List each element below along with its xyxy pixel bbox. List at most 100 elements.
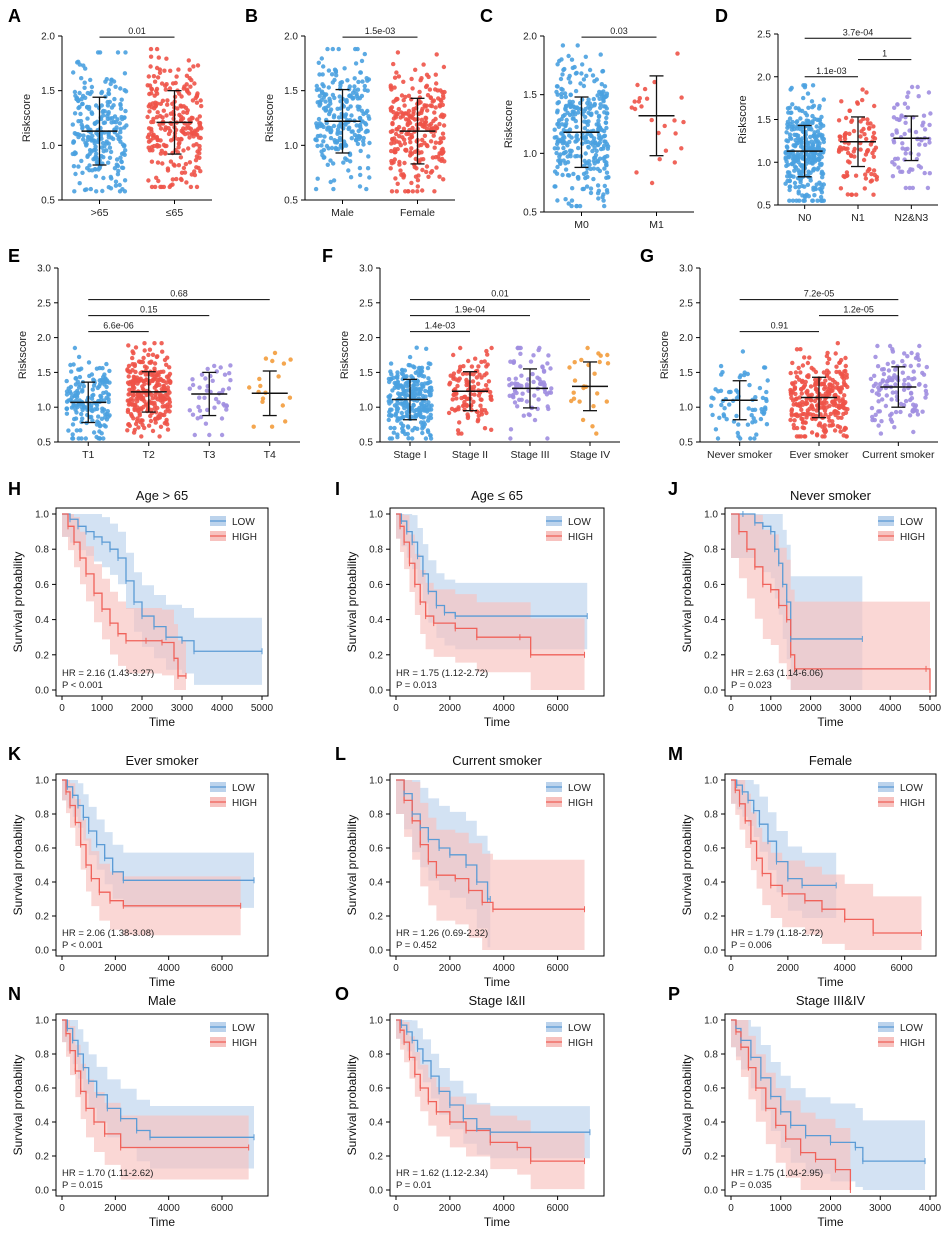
- data-point: [555, 101, 560, 106]
- data-point: [752, 407, 758, 412]
- data-point: [325, 125, 331, 130]
- data-point: [602, 95, 607, 100]
- data-point: [663, 148, 669, 153]
- data-point: [808, 157, 814, 162]
- data-point: [854, 192, 859, 197]
- data-point: [567, 365, 572, 370]
- data-point: [358, 70, 363, 75]
- data-point: [796, 189, 801, 194]
- data-point: [793, 412, 799, 417]
- data-point: [158, 126, 164, 131]
- data-point: [798, 347, 803, 352]
- data-point: [841, 380, 847, 385]
- data-point: [454, 396, 459, 401]
- data-point: [420, 188, 425, 193]
- data-point: [787, 187, 792, 193]
- data-point: [434, 52, 439, 57]
- data-point: [812, 398, 818, 404]
- data-point: [830, 422, 836, 428]
- data-point: [341, 126, 346, 131]
- data-point: [406, 93, 412, 99]
- data-point: [357, 134, 362, 139]
- y-tick-label: 1.5: [523, 90, 537, 101]
- data-point: [799, 170, 805, 175]
- data-point: [814, 386, 819, 392]
- data-point: [791, 402, 796, 407]
- data-point: [149, 159, 155, 164]
- data-point: [178, 155, 184, 160]
- data-point: [849, 118, 855, 123]
- data-point: [805, 360, 811, 366]
- data-point: [843, 355, 848, 361]
- data-point: [482, 373, 487, 378]
- data-point: [72, 416, 77, 422]
- data-point: [192, 81, 197, 86]
- data-point: [569, 203, 574, 209]
- data-point: [269, 424, 275, 429]
- data-point: [187, 135, 192, 140]
- x-tick-label: 2000: [439, 703, 462, 714]
- data-point: [203, 376, 208, 381]
- data-point: [870, 417, 875, 423]
- data-point: [89, 138, 94, 143]
- data-point: [572, 378, 578, 383]
- x-tick-label: N2&N3: [894, 212, 928, 224]
- data-point: [745, 371, 750, 377]
- data-point: [790, 398, 796, 403]
- data-point: [104, 113, 110, 119]
- data-point: [837, 404, 843, 409]
- data-point: [586, 145, 591, 150]
- data-point: [810, 119, 815, 124]
- data-point: [863, 176, 869, 181]
- data-point: [450, 397, 455, 402]
- data-point: [188, 84, 193, 89]
- data-point: [417, 386, 422, 392]
- panel-title: Stage I&II: [468, 993, 525, 1008]
- ci-band-high: [62, 1020, 249, 1180]
- y-tick-label: 1.0: [35, 510, 49, 521]
- data-point: [928, 111, 933, 116]
- data-point: [813, 157, 818, 162]
- data-point: [101, 390, 106, 396]
- data-point: [790, 198, 796, 203]
- data-point: [595, 183, 601, 188]
- data-point: [927, 171, 932, 176]
- data-point: [838, 186, 844, 191]
- x-tick-label: 1000: [760, 703, 783, 714]
- data-point: [916, 94, 921, 99]
- y-tick-label: 1.5: [679, 368, 693, 379]
- data-point: [583, 134, 588, 140]
- data-point: [900, 370, 905, 375]
- data-point: [112, 96, 117, 102]
- data-point: [903, 120, 908, 126]
- data-point: [404, 147, 409, 153]
- data-point: [414, 139, 419, 144]
- data-point: [399, 93, 405, 98]
- y-axis-label: Riskscore: [503, 100, 515, 148]
- data-point: [864, 90, 869, 95]
- data-point: [329, 128, 334, 133]
- y-tick-label: 2.5: [679, 298, 693, 309]
- data-point: [901, 387, 907, 392]
- data-point: [98, 423, 103, 428]
- data-point: [121, 151, 126, 156]
- data-point: [792, 418, 797, 423]
- data-point: [510, 392, 516, 398]
- data-point: [150, 148, 155, 153]
- data-point: [163, 392, 168, 398]
- data-point: [165, 166, 171, 171]
- data-point: [913, 129, 919, 135]
- data-point: [93, 147, 98, 153]
- data-point: [836, 118, 842, 123]
- data-point: [555, 198, 560, 203]
- data-point: [508, 427, 514, 432]
- data-point: [358, 115, 363, 121]
- data-point: [818, 194, 824, 200]
- data-point: [152, 376, 157, 382]
- data-point: [605, 154, 610, 159]
- data-point: [921, 120, 926, 125]
- data-point: [903, 151, 908, 156]
- x-tick-label: Stage I: [393, 449, 426, 461]
- data-point: [716, 389, 721, 394]
- x-tick-label: 4000: [158, 963, 181, 974]
